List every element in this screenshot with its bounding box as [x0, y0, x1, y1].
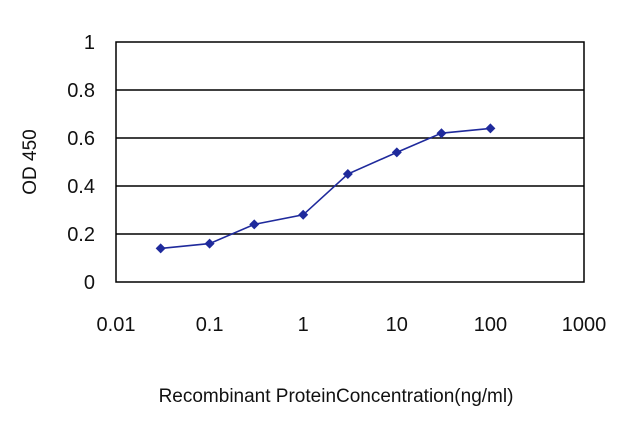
- data-point-marker: [155, 243, 166, 254]
- x-tick-label: 10: [386, 314, 408, 336]
- x-tick-label: 1: [298, 314, 309, 336]
- x-tick-label: 100: [474, 314, 507, 336]
- data-point-marker: [485, 123, 496, 134]
- x-axis-title: Recombinant ProteinConcentration(ng/ml): [159, 386, 514, 407]
- y-axis-title: OD 450: [20, 129, 41, 194]
- gridlines: [116, 89, 584, 235]
- data-point-marker: [391, 147, 402, 158]
- y-tick-label: 0.8: [67, 80, 95, 102]
- y-tick-label: 0.6: [67, 128, 95, 150]
- x-tick-label: 0.01: [97, 314, 136, 336]
- y-axis-tick-labels: 0 0.2 0.4 0.6 0.8 1: [67, 32, 95, 294]
- x-tick-label: 1000: [562, 314, 607, 336]
- data-point-marker: [342, 169, 353, 179]
- y-tick-label: 0.4: [67, 176, 95, 198]
- data-point-marker: [298, 209, 309, 220]
- data-point-marker: [249, 219, 260, 230]
- series-line-0: [160, 127, 491, 250]
- y-tick-label: 0.2: [67, 224, 95, 246]
- data-series: [155, 123, 496, 254]
- plot-area: [115, 41, 585, 283]
- data-point-marker: [436, 128, 447, 139]
- x-tick-label: 0.1: [196, 314, 224, 336]
- y-tick-label: 1: [84, 32, 95, 54]
- data-point-marker: [204, 238, 215, 249]
- y-tick-label: 0: [84, 272, 95, 294]
- x-axis-tick-labels: 0.01 0.1 1 10 100 1000: [97, 314, 607, 336]
